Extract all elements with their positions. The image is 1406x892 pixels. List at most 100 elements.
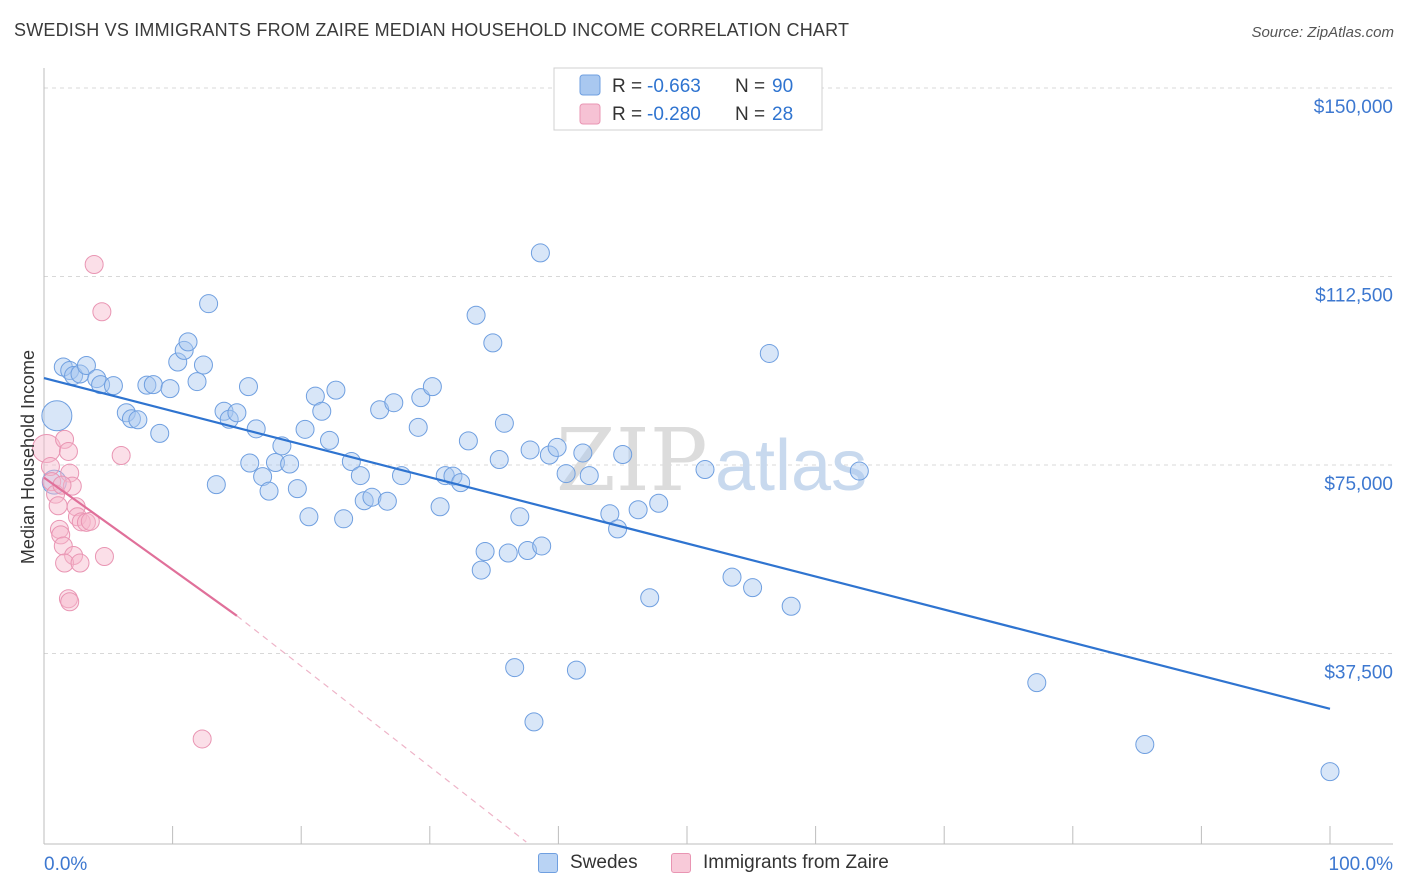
x-tick-label: 100.0% [1329,854,1394,875]
swedes-trendline [43,377,1331,710]
swede-point [240,453,260,473]
y-tick-label: $75,000 [1324,474,1393,495]
swede-point [613,444,633,464]
swede-point [377,491,397,511]
legend-r-value-1: -0.663 [647,76,701,97]
swede-point [187,372,207,392]
legend-item-swedes: Swedes [538,852,638,874]
swede-point [781,596,801,616]
zaire-point [55,429,75,449]
zaire-point [84,254,104,274]
swede-point [362,487,382,507]
swede-point [408,417,428,437]
chart-title: SWEDISH VS IMMIGRANTS FROM ZAIRE MEDIAN … [14,20,850,40]
zaire-point [51,525,71,545]
swede-point [41,400,73,432]
swede-point [566,660,586,680]
legend-r-value-2: -0.280 [647,104,701,125]
swede-point [695,460,715,480]
swedes-points [41,243,1340,782]
swede-point [722,567,742,587]
y-tick-label: $150,000 [1314,97,1393,118]
zaire-point [92,302,112,322]
swede-point [422,377,442,397]
swede-point [483,333,503,353]
swede-point [76,356,96,376]
swede-point [759,343,779,363]
legend-item-zaire: Immigrants from Zaire [671,852,889,874]
zaire-point [40,457,60,477]
swede-point [168,352,188,372]
swede-point [206,475,226,495]
swede-point [628,500,648,520]
legend-n-label-2: N = [735,104,765,125]
zaire-point [32,433,62,463]
swede-point [350,466,370,486]
swede-point [494,413,514,433]
swede-point [160,379,180,399]
bottom-legend: Swedes Immigrants from Zaire [0,848,1406,880]
legend-n-label-1: N = [735,76,765,97]
swede-point [280,454,300,474]
trend-layer [43,377,1331,843]
y-tick-label: $37,500 [1324,663,1393,684]
legend-n-value-2: 28 [772,104,793,125]
swede-point [579,466,599,486]
zaire-point [60,592,80,612]
swede-point [505,658,525,678]
swede-point [259,481,279,501]
swede-point [326,380,346,400]
legend-swatch-pink [579,103,601,125]
swede-point [524,712,544,732]
swede-point [150,423,170,443]
swede-point [137,375,157,395]
x-tick-label: 0.0% [44,854,87,875]
swede-point [1320,762,1340,782]
y-tick-label: $112,500 [1315,286,1393,307]
swede-point [518,540,538,560]
swede-point [466,305,486,325]
legend-swatch-blue [579,74,601,96]
legend-r-label-2: R = [612,104,642,125]
source-label: Source: ZipAtlas.com [1251,24,1394,41]
swede-point [530,243,550,263]
swede-point [1027,673,1047,693]
legend-n-value-1: 90 [772,76,793,97]
swede-point [489,449,509,469]
swede-point [287,479,307,499]
zaire-point [58,441,78,461]
swede-point [238,377,258,397]
zaire-point [48,496,68,516]
swede-point [640,588,660,608]
zaire-trendline-extension [236,615,527,843]
swede-point [475,541,495,561]
zaire-point [111,445,131,465]
swede-point [743,578,763,598]
swede-point [265,453,285,473]
zaire-label: Immigrants from Zaire [703,852,889,873]
zaire-swatch [671,853,691,873]
zaire-trendline [43,476,238,617]
zaire-point [192,729,212,749]
swede-point [532,536,552,556]
swede-point [116,403,136,423]
y-axis-label: Median Household Income [18,350,38,564]
swede-point [299,507,319,527]
swede-point [128,410,148,430]
swede-point [334,509,354,529]
swede-point [471,560,491,580]
grid-layer [44,87,1393,655]
swede-point [178,332,198,352]
zaire-point [62,476,82,496]
swede-point [608,519,628,539]
watermark-atlas: atlas [715,426,867,506]
swede-point [193,355,213,375]
swede-point [539,445,559,465]
swede-point [295,419,315,439]
swede-point [649,493,669,513]
zaire-point [70,553,90,573]
swede-point [556,464,576,484]
swede-point [312,401,332,421]
zaire-points [32,254,212,749]
